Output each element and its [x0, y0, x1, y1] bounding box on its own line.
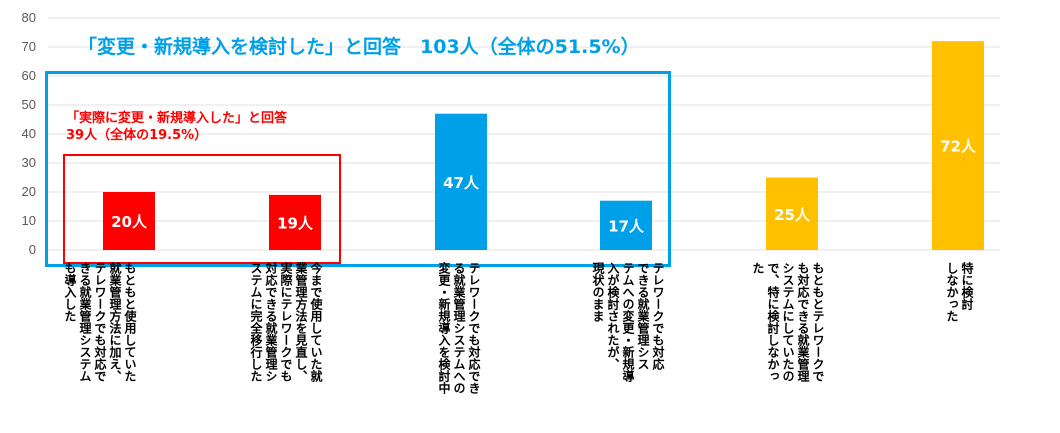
- category-label-6: 特に検討 しなかった: [945, 262, 974, 322]
- category-label-1: もともと使用していた 就業管理方法に加え、 テレワークでも対応で きる就業管理シ…: [63, 262, 137, 382]
- implemented-annotation: 「実際に変更・新規導入した」と回答 39人（全体の19.5%）: [66, 110, 287, 144]
- y-tick-label-40: 40: [22, 126, 36, 141]
- bar-data-label-4: 17人: [608, 217, 645, 235]
- implemented-annotation-line1: 「実際に変更・新規導入した」と回答: [66, 111, 288, 126]
- bar-data-label-1: 20人: [111, 213, 148, 231]
- implemented-annotation-line2: 39人（全体の19.5%）: [66, 128, 208, 143]
- y-tick-label-50: 50: [22, 97, 36, 112]
- bar-4: [600, 200, 652, 250]
- bar-data-label-6: 72人: [940, 138, 977, 156]
- bar-2: [269, 194, 321, 250]
- y-tick-label-10: 10: [22, 213, 36, 228]
- y-tick-label-20: 20: [22, 184, 36, 199]
- considered-annotation: 「変更・新規導入を検討した」と回答 103人（全体の51.5%）: [78, 36, 640, 58]
- bar-5: [766, 177, 818, 250]
- bar-data-label-5: 25人: [774, 206, 811, 224]
- y-tick-label-60: 60: [22, 68, 36, 83]
- implemented-group-frame: [63, 154, 341, 264]
- bar-data-label-3: 47人: [443, 174, 480, 192]
- bar-1: [103, 192, 155, 250]
- category-label-5: もともとテレワークで も対応できる就業管理 システムにしていたの で、特に検討し…: [751, 262, 825, 382]
- y-tick-label-80: 80: [22, 10, 36, 25]
- y-tick-label-30: 30: [22, 155, 36, 170]
- category-label-2: 今まで使用していた就 業管理方法を見直し、 実際にテレワークでも 対応できる就業…: [249, 262, 323, 382]
- category-label-4: テレワークでも対応 できる就業管理シス テムへの変更・新規導 入が検討されたが、…: [591, 262, 665, 382]
- bar-6: [932, 41, 984, 251]
- bar-data-label-2: 19人: [277, 214, 314, 232]
- bars: [103, 41, 984, 251]
- gridlines: [48, 17, 1000, 251]
- considered-group-frame: [45, 71, 671, 267]
- y-tick-label-0: 0: [29, 242, 36, 257]
- y-axis-ticks: 0 10 20 30 40 50 60 70 80: [22, 10, 36, 257]
- bar-data-labels: 20人 19人 47人 17人 25人 72人: [111, 138, 977, 236]
- bar-3: [435, 113, 487, 250]
- category-label-3: テレワークでも対応でき る就業管理システムへの 変更・新規導入を検討中: [437, 262, 481, 394]
- y-tick-label-70: 70: [22, 39, 36, 54]
